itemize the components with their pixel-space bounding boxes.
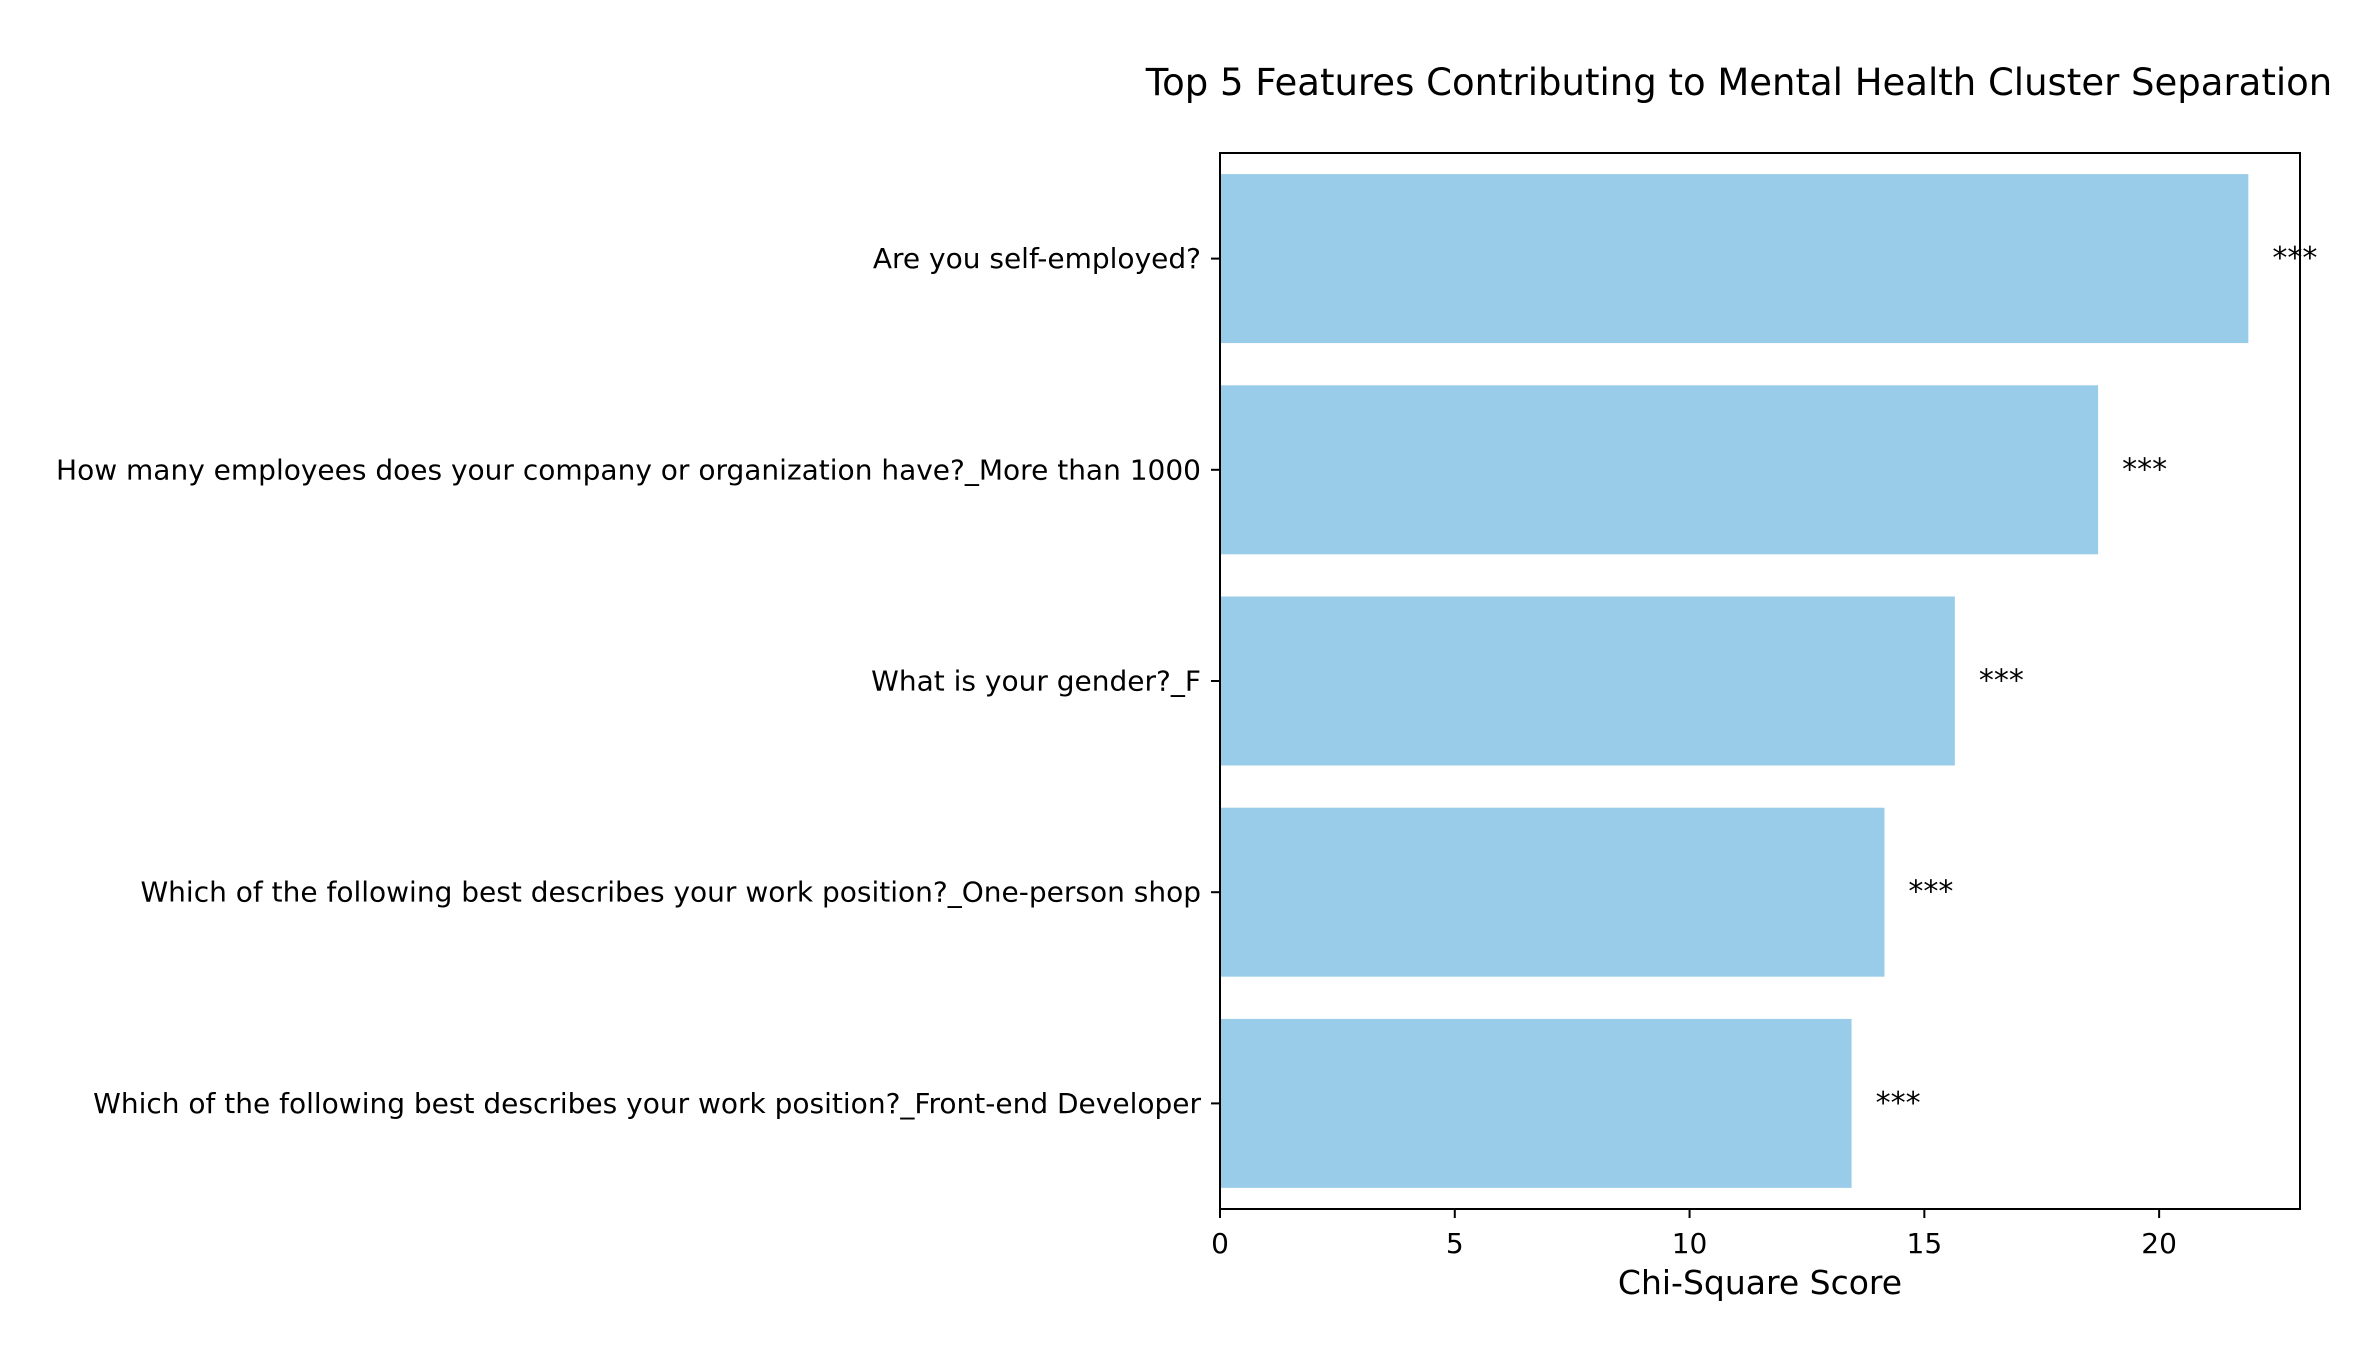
bar	[1220, 174, 2249, 344]
bar	[1220, 807, 1885, 977]
x-tick-label: 20	[2141, 1227, 2177, 1260]
y-tick-label: How many employees does your company or …	[56, 453, 1201, 486]
bar	[1220, 596, 1955, 766]
x-axis-ticks: 0 5 10 15 20	[1211, 1209, 2177, 1260]
significance-label: ***	[1908, 875, 1953, 910]
bars-layer	[1220, 174, 2249, 1188]
significance-label: ***	[1876, 1086, 1921, 1121]
y-tick-label: Which of the following best describes yo…	[140, 876, 1201, 909]
y-tick-label: Which of the following best describes yo…	[93, 1087, 1201, 1120]
y-tick-label: What is your gender?_F	[871, 665, 1201, 698]
labels-layer: Are you self-employed? *** How many employ…	[56, 241, 2317, 1121]
plot-area-frame	[1219, 152, 2301, 1210]
bar	[1220, 385, 2099, 555]
x-axis-label: Chi-Square Score	[1618, 1263, 1902, 1302]
bar	[1220, 1018, 1852, 1188]
x-tick-label: 15	[1907, 1227, 1943, 1260]
significance-label: ***	[2122, 452, 2167, 487]
significance-label: ***	[2272, 241, 2317, 276]
x-tick-label: 5	[1446, 1227, 1464, 1260]
x-tick-label: 0	[1211, 1227, 1229, 1260]
x-tick-label: 10	[1672, 1227, 1708, 1260]
y-tick-label: Are you self-employed?	[873, 242, 1201, 275]
significance-label: ***	[1979, 664, 2024, 699]
chart-title: Top 5 Features Contributing to Mental He…	[1145, 61, 2332, 104]
